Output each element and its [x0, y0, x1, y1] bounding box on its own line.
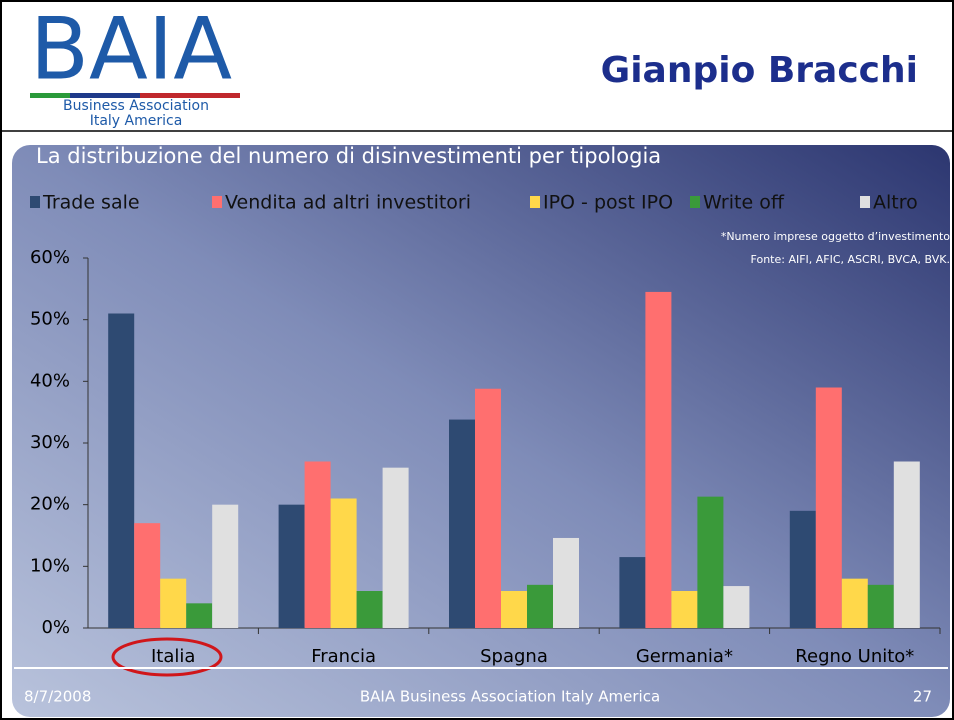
bar	[134, 523, 161, 628]
y-tick-label: 40%	[30, 370, 70, 391]
bar	[475, 388, 501, 628]
bar	[212, 504, 239, 628]
bar	[186, 603, 213, 628]
legend-swatch	[860, 196, 870, 208]
legend-swatch	[30, 196, 40, 208]
bar	[619, 557, 646, 628]
bar	[723, 586, 750, 628]
bar	[645, 291, 672, 628]
y-tick-label: 60%	[30, 247, 70, 268]
bar	[789, 510, 816, 628]
y-tick-label: 0%	[41, 617, 70, 638]
bar	[697, 496, 724, 628]
legend-label: Trade sale	[42, 192, 140, 214]
logo: BAIA	[30, 0, 232, 99]
logo-subtitle: Italy America	[90, 113, 183, 129]
bar	[501, 591, 527, 628]
bar	[815, 387, 842, 628]
x-tick-label: Francia	[311, 646, 376, 667]
bar	[867, 584, 894, 628]
legend-label: IPO - post IPO	[543, 192, 673, 214]
x-tick-label: Regno Unito*	[795, 646, 914, 667]
legend-label: Write off	[703, 192, 785, 214]
legend-swatch	[530, 196, 540, 208]
slide-title: Gianpio Bracchi	[601, 50, 918, 91]
y-tick-label: 30%	[30, 432, 70, 453]
bar	[278, 504, 305, 628]
bar	[449, 419, 475, 628]
bar	[527, 584, 553, 628]
bar	[330, 498, 357, 628]
legend-swatch	[212, 196, 222, 208]
footnote: Fonte: AIFI, AFIC, ASCRI, BVCA, BVK.	[751, 253, 950, 266]
y-tick-label: 10%	[30, 555, 70, 576]
legend-label: Vendita ad altri investitori	[225, 192, 471, 214]
flag-stripe	[70, 93, 140, 98]
x-tick-label: Germania*	[636, 646, 733, 667]
chart-title: La distribuzione del numero di disinvest…	[36, 144, 661, 168]
logo-subtitle: Business Association	[63, 98, 209, 114]
footer-page: 27	[913, 688, 932, 706]
x-tick-label: Italia	[151, 646, 195, 667]
highlight-circle	[111, 637, 223, 677]
bar	[304, 461, 331, 628]
x-tick-label: Spagna	[480, 646, 548, 667]
footnote: *Numero imprese oggetto d’investimento	[721, 230, 950, 243]
y-tick-label: 50%	[30, 309, 70, 330]
bar	[382, 467, 409, 628]
y-tick-label: 20%	[30, 494, 70, 515]
bar	[356, 591, 383, 628]
bar	[160, 578, 187, 628]
bar	[841, 578, 868, 628]
bar	[553, 537, 579, 628]
legend-swatch	[690, 196, 700, 208]
flag-stripe	[30, 93, 70, 98]
legend-label: Altro	[873, 192, 918, 214]
bar	[893, 461, 920, 628]
footer-date: 8/7/2008	[24, 688, 91, 706]
bar	[671, 591, 698, 628]
bar	[108, 313, 135, 628]
footer-text: BAIA Business Association Italy America	[360, 688, 660, 706]
flag-stripe	[140, 93, 240, 98]
